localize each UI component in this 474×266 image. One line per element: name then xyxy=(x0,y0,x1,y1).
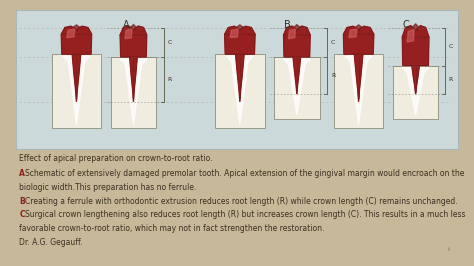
Bar xyxy=(110,57,156,128)
Text: R: R xyxy=(168,77,172,82)
Polygon shape xyxy=(61,34,91,54)
Text: C: C xyxy=(449,44,453,49)
Polygon shape xyxy=(294,25,300,31)
Polygon shape xyxy=(402,37,429,65)
Polygon shape xyxy=(349,29,357,38)
Bar xyxy=(215,54,264,128)
Text: A: A xyxy=(19,169,25,178)
Text: Creating a ferrule with orthodontic extrusion reduces root length (R) while crow: Creating a ferrule with orthodontic extr… xyxy=(25,197,458,206)
Polygon shape xyxy=(293,57,301,94)
Polygon shape xyxy=(345,56,372,124)
Polygon shape xyxy=(225,26,255,34)
Polygon shape xyxy=(402,26,429,37)
Polygon shape xyxy=(61,26,91,34)
Bar xyxy=(393,65,438,119)
Polygon shape xyxy=(343,26,374,34)
Polygon shape xyxy=(407,30,414,42)
Polygon shape xyxy=(73,25,80,31)
Polygon shape xyxy=(225,34,255,54)
Polygon shape xyxy=(283,35,310,57)
Polygon shape xyxy=(120,59,147,124)
Text: R: R xyxy=(449,77,453,82)
Polygon shape xyxy=(120,26,147,35)
Text: C: C xyxy=(19,210,25,219)
Polygon shape xyxy=(236,54,244,102)
Polygon shape xyxy=(413,24,418,32)
Text: C: C xyxy=(403,20,410,30)
Text: B: B xyxy=(284,20,291,30)
Text: favorable crown-to-root ratio, which may not in fact strengthen the restoration.: favorable crown-to-root ratio, which may… xyxy=(19,224,325,233)
Text: C: C xyxy=(331,40,336,45)
Text: Surgical crown lengthening also reduces root length (R) but increases crown leng: Surgical crown lengthening also reduces … xyxy=(25,210,465,219)
Bar xyxy=(16,10,458,149)
Text: Dr. A.G. Gegauff.: Dr. A.G. Gegauff. xyxy=(19,238,83,247)
Polygon shape xyxy=(355,54,363,102)
Polygon shape xyxy=(283,59,310,115)
Polygon shape xyxy=(237,25,243,31)
Polygon shape xyxy=(125,29,132,39)
Text: biologic width.This preparation has no ferrule.: biologic width.This preparation has no f… xyxy=(19,183,197,192)
Text: B: B xyxy=(19,197,25,206)
Polygon shape xyxy=(226,56,254,124)
Polygon shape xyxy=(131,25,136,31)
Bar xyxy=(274,57,319,119)
Text: Schematic of extensively damaged premolar tooth. Apical extension of the gingiva: Schematic of extensively damaged premola… xyxy=(25,169,465,178)
Polygon shape xyxy=(356,25,362,31)
Polygon shape xyxy=(230,29,238,38)
Text: R: R xyxy=(331,73,335,78)
Text: Effect of apical preparation on crown-to-root ratio.: Effect of apical preparation on crown-to… xyxy=(19,154,213,163)
Bar xyxy=(334,54,383,128)
Polygon shape xyxy=(130,57,137,102)
Polygon shape xyxy=(72,54,81,102)
Polygon shape xyxy=(63,56,90,124)
Polygon shape xyxy=(412,65,419,94)
Polygon shape xyxy=(343,34,374,54)
Polygon shape xyxy=(120,35,147,57)
Text: A: A xyxy=(123,20,129,30)
Polygon shape xyxy=(402,68,429,115)
Polygon shape xyxy=(283,26,310,35)
Polygon shape xyxy=(67,29,75,38)
Text: ii: ii xyxy=(448,247,451,252)
Bar xyxy=(52,54,101,128)
Polygon shape xyxy=(288,29,295,39)
Text: C: C xyxy=(168,40,172,45)
